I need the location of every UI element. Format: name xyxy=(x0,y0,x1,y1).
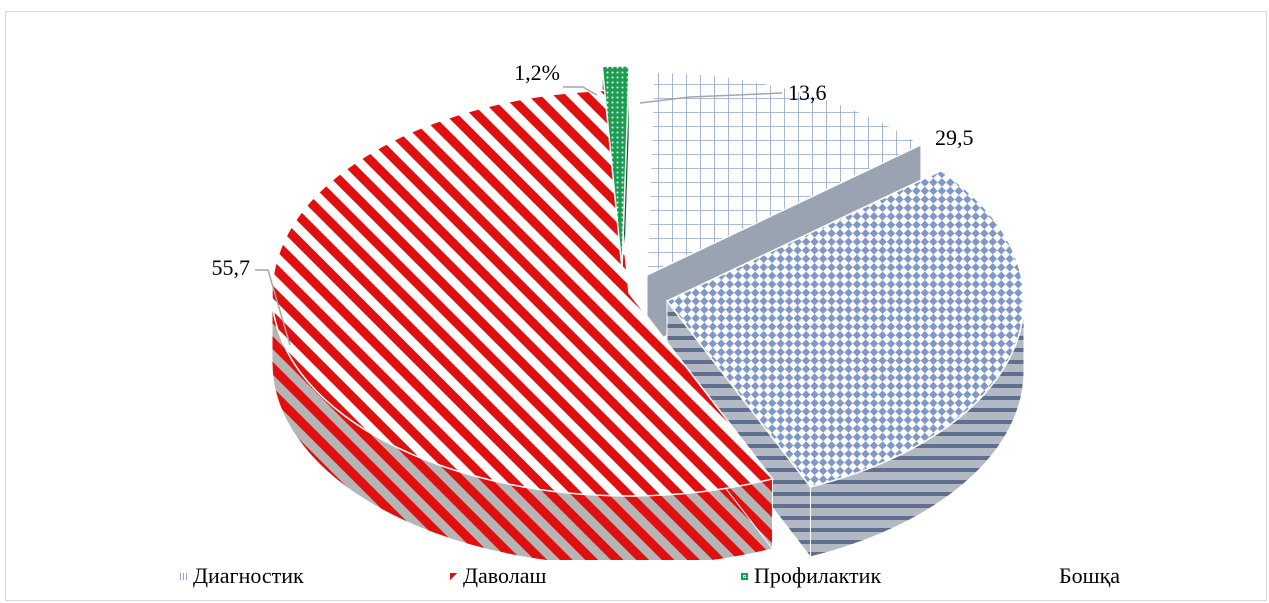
pie-chart: 13,6 29,5 55,7 1,2% xyxy=(212,60,1025,560)
legend-swatch-treatment xyxy=(450,572,457,580)
legend-label-prevention: Профилактик xyxy=(754,563,882,588)
data-label-other: 29,5 xyxy=(935,125,974,150)
legend-item-treatment: Даволаш xyxy=(450,563,546,589)
leader-line-treatment xyxy=(255,269,291,346)
data-label-prevention: 1,2% xyxy=(514,60,560,85)
legend-label-other: Бошқа xyxy=(1059,563,1121,588)
legend-label-treatment: Даволаш xyxy=(463,563,547,588)
data-label-diagnostic: 13,6 xyxy=(788,80,827,105)
legend-swatch-diagnostic xyxy=(180,572,187,580)
pie-slice-other xyxy=(665,169,1025,488)
pie-slice-diagnostic xyxy=(646,71,923,277)
legend-item-other: Бошқа xyxy=(1046,563,1120,589)
legend-swatch-other xyxy=(1046,572,1053,580)
data-label-treatment: 55,7 xyxy=(212,255,251,280)
legend-label-diagnostic: Диагностик xyxy=(193,563,304,588)
legend-item-prevention: Профилактик xyxy=(741,563,881,589)
legend: Диагностик Даволаш Профилактик Бошқа xyxy=(0,563,1269,593)
pie-slice-treatment xyxy=(271,89,774,497)
leader-line-prevention xyxy=(563,86,598,96)
legend-swatch-prevention xyxy=(741,572,748,580)
leader-line-diagnostic xyxy=(639,92,783,104)
legend-item-diagnostic: Диагностик xyxy=(180,563,304,589)
pie-slice-prevention xyxy=(601,65,630,270)
